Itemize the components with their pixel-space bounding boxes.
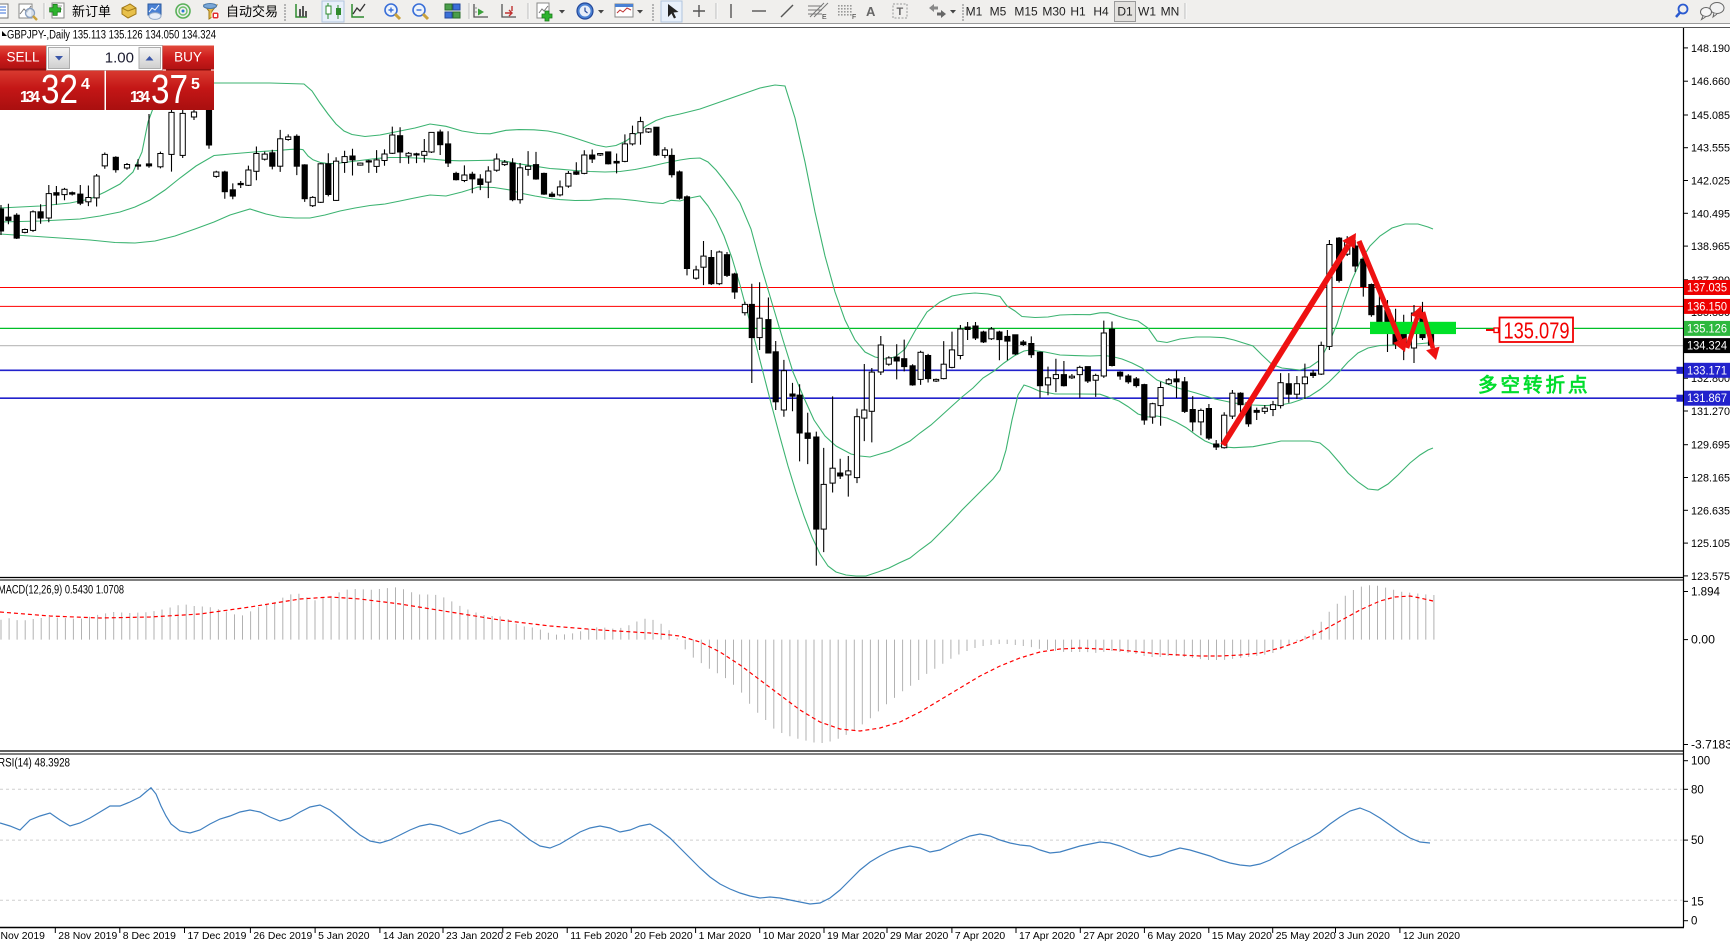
svg-text:BUY: BUY [174, 50, 202, 65]
svg-text:5 Jan 2020: 5 Jan 2020 [318, 931, 370, 942]
svg-text:134: 134 [130, 89, 150, 106]
svg-text:125.105: 125.105 [1691, 538, 1730, 550]
svg-text:A: A [866, 4, 876, 19]
svg-text:80: 80 [1691, 784, 1704, 796]
svg-text:19 Mar 2020: 19 Mar 2020 [827, 931, 886, 942]
svg-text:RSI(14) 48.3928: RSI(14) 48.3928 [0, 758, 70, 770]
svg-text:126.635: 126.635 [1691, 505, 1730, 517]
svg-text:135.079: 135.079 [1504, 318, 1570, 344]
svg-text:123.575: 123.575 [1691, 571, 1730, 583]
svg-text:3 Jun 2020: 3 Jun 2020 [1339, 931, 1391, 942]
svg-text:12 Jun 2020: 12 Jun 2020 [1403, 931, 1460, 942]
svg-text:27 Apr 2020: 27 Apr 2020 [1083, 931, 1139, 942]
svg-text:MACD(12,26,9) 0.5430 1.0708: MACD(12,26,9) 0.5430 1.0708 [0, 585, 124, 597]
svg-text:-3.7183: -3.7183 [1691, 740, 1730, 752]
svg-text:D1: D1 [1117, 5, 1133, 19]
svg-text:GBPJPY-,Daily 135.113 135.126: GBPJPY-,Daily 135.113 135.126 134.050 13… [7, 30, 216, 42]
svg-text:146.660: 146.660 [1691, 76, 1730, 88]
svg-text:H4: H4 [1093, 5, 1109, 19]
svg-text:MN: MN [1161, 5, 1180, 19]
svg-text:5: 5 [191, 76, 200, 93]
svg-text:6 May 2020: 6 May 2020 [1147, 931, 1202, 942]
svg-text:143.555: 143.555 [1691, 143, 1730, 155]
svg-text:26 Dec 2019: 26 Dec 2019 [253, 931, 312, 942]
svg-text:多空转折点: 多空转折点 [1478, 374, 1591, 397]
svg-text:28 Nov 2019: 28 Nov 2019 [58, 931, 117, 942]
svg-text:23 Jan 2020: 23 Jan 2020 [446, 931, 503, 942]
svg-text:134.324: 134.324 [1687, 341, 1728, 353]
svg-text:136.150: 136.150 [1687, 301, 1727, 313]
svg-text:T: T [897, 6, 904, 18]
svg-text:133.171: 133.171 [1687, 365, 1727, 377]
svg-text:F: F [852, 14, 856, 21]
svg-text:14 Jan 2020: 14 Jan 2020 [383, 931, 440, 942]
svg-text:29 Mar 2020: 29 Mar 2020 [890, 931, 949, 942]
svg-text:129.695: 129.695 [1691, 440, 1730, 452]
svg-text:7 Apr 2020: 7 Apr 2020 [955, 931, 1005, 942]
svg-text:17 Apr 2020: 17 Apr 2020 [1019, 931, 1075, 942]
svg-text:1.894: 1.894 [1691, 587, 1721, 599]
svg-text:15: 15 [1691, 896, 1704, 908]
svg-text:138.965: 138.965 [1691, 241, 1730, 253]
svg-text:15 May 2020: 15 May 2020 [1212, 931, 1272, 942]
svg-text:W1: W1 [1138, 5, 1156, 19]
svg-text:137.035: 137.035 [1687, 283, 1727, 295]
svg-text:140.495: 140.495 [1691, 208, 1730, 220]
svg-text:4: 4 [81, 76, 90, 93]
svg-text:新订单: 新订单 [72, 4, 111, 19]
svg-text:25 May 2020: 25 May 2020 [1276, 931, 1336, 942]
svg-text:M30: M30 [1042, 5, 1066, 19]
svg-text:128.165: 128.165 [1691, 473, 1730, 485]
svg-text:8 Dec 2019: 8 Dec 2019 [123, 931, 176, 942]
svg-text:145.085: 145.085 [1691, 110, 1730, 122]
svg-text:37: 37 [151, 66, 188, 112]
svg-text:131.270: 131.270 [1691, 406, 1730, 418]
svg-text:148.190: 148.190 [1691, 43, 1730, 55]
svg-text:0: 0 [1691, 916, 1697, 928]
svg-text:50: 50 [1691, 835, 1704, 847]
svg-text:M5: M5 [990, 5, 1007, 19]
svg-text:17 Dec 2019: 17 Dec 2019 [188, 931, 247, 942]
svg-text:10 Mar 2020: 10 Mar 2020 [763, 931, 822, 942]
svg-text:142.025: 142.025 [1691, 176, 1730, 188]
svg-text:32: 32 [41, 66, 78, 112]
svg-text:M1: M1 [966, 5, 983, 19]
svg-text:E: E [822, 14, 827, 21]
svg-text:1.00: 1.00 [105, 50, 134, 67]
svg-text:2 Feb 2020: 2 Feb 2020 [506, 931, 559, 942]
svg-text:自动交易: 自动交易 [226, 4, 278, 19]
svg-text:20 Feb 2020: 20 Feb 2020 [634, 931, 693, 942]
svg-text:135.126: 135.126 [1687, 323, 1727, 335]
svg-text:11 Feb 2020: 11 Feb 2020 [570, 931, 628, 942]
svg-text:134: 134 [20, 89, 40, 106]
svg-text:M15: M15 [1014, 5, 1038, 19]
svg-text:1 Mar 2020: 1 Mar 2020 [699, 931, 752, 942]
svg-text:0.00: 0.00 [1691, 635, 1715, 647]
svg-text:H1: H1 [1070, 5, 1086, 19]
svg-text:131.867: 131.867 [1687, 393, 1727, 405]
svg-text:SELL: SELL [6, 50, 40, 65]
svg-text:100: 100 [1691, 756, 1710, 768]
svg-text:19 Nov 2019: 19 Nov 2019 [0, 931, 45, 942]
